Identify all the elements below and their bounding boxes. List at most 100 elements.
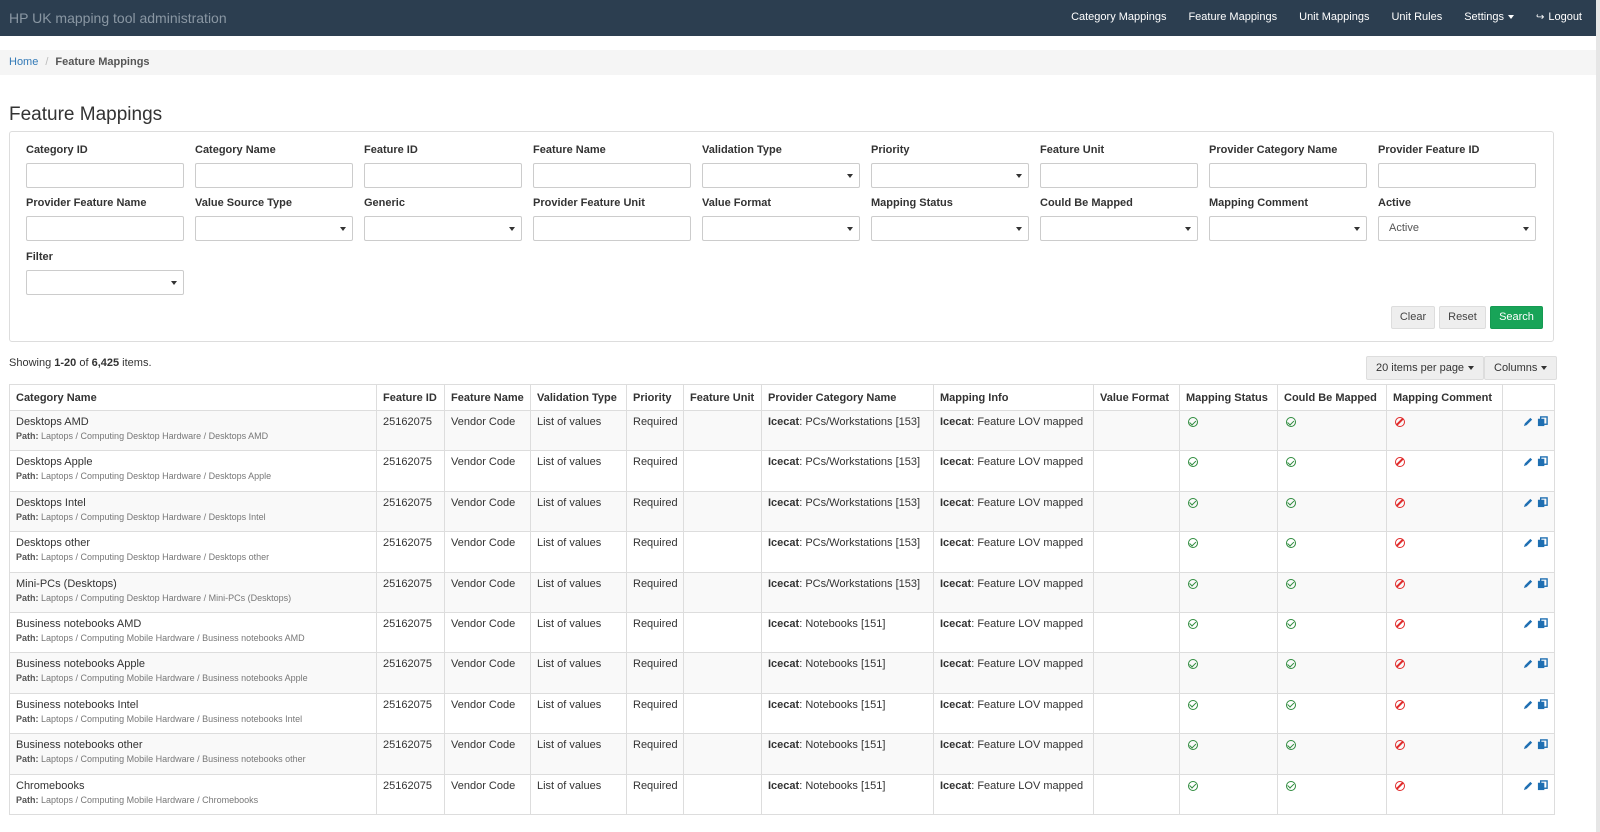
filter-mapping-status-select[interactable]	[871, 216, 1029, 241]
column-header-priority[interactable]: Priority	[626, 384, 684, 411]
filter-feature-unit-input[interactable]	[1040, 163, 1198, 188]
copy-icon[interactable]	[1537, 779, 1548, 794]
copy-icon[interactable]	[1537, 739, 1548, 753]
edit-icon[interactable]	[1523, 618, 1534, 632]
copy-icon[interactable]	[1537, 698, 1548, 713]
cell-could-be-mapped	[1277, 733, 1387, 775]
edit-icon[interactable]	[1523, 739, 1534, 753]
copy-icon[interactable]	[1537, 456, 1548, 470]
copy-icon[interactable]	[1537, 577, 1548, 592]
edit-icon[interactable]	[1523, 537, 1534, 551]
page-scrollbar[interactable]	[1596, 0, 1600, 832]
table-row[interactable]: Desktops other Path: Laptops / Computing …	[9, 531, 1555, 573]
nav-unit-rules[interactable]: Unit Rules	[1391, 11, 1443, 23]
filter-provider-feature-name-input[interactable]	[26, 216, 184, 241]
columns-dropdown[interactable]: Columns	[1484, 356, 1558, 380]
copy-icon[interactable]	[1537, 537, 1548, 551]
filter-provider-category-name-input[interactable]	[1209, 163, 1367, 188]
filter-feature-id-input[interactable]	[364, 163, 522, 188]
filter-provider-feature-id-input[interactable]	[1378, 163, 1536, 188]
edit-icon[interactable]	[1523, 456, 1534, 470]
edit-icon[interactable]	[1523, 578, 1534, 592]
reset-button[interactable]: Reset	[1439, 306, 1486, 329]
column-header-actions[interactable]	[1502, 384, 1555, 411]
nav-unit-mappings[interactable]: Unit Mappings	[1299, 11, 1370, 23]
category-name: Desktops Intel	[16, 496, 86, 509]
filter-active-select[interactable]: Active	[1378, 216, 1536, 241]
filter-value-format-select[interactable]	[702, 216, 860, 241]
column-header-provider-category-name[interactable]: Provider Category Name	[761, 384, 934, 411]
filter-feature-name: Feature Name	[533, 144, 691, 188]
column-header-value-format[interactable]: Value Format	[1093, 384, 1180, 411]
table-row[interactable]: Mini-PCs (Desktops) Path: Laptops / Compu…	[9, 571, 1555, 613]
column-header-feature-name[interactable]: Feature Name	[444, 384, 531, 411]
column-header-mapping-comment[interactable]: Mapping Comment	[1386, 384, 1503, 411]
edit-icon[interactable]	[1523, 780, 1534, 794]
provider-label: Icecat	[940, 577, 972, 590]
column-header-could-be-mapped[interactable]: Could Be Mapped	[1277, 384, 1387, 411]
filter-feature-name-input[interactable]	[533, 163, 691, 188]
filter-validation-type-select[interactable]	[702, 163, 860, 188]
table-row[interactable]: Business notebooks Apple Path: Laptops / …	[9, 652, 1555, 694]
copy-icon[interactable]	[1537, 416, 1548, 430]
filter-value-source-type-select[interactable]	[195, 216, 353, 241]
provider-category-value: PCs/Workstations [153]	[805, 537, 921, 550]
cell-actions	[1502, 409, 1555, 452]
column-header-feature-id[interactable]: Feature ID	[376, 384, 445, 411]
filter-generic-select[interactable]	[364, 216, 522, 241]
nav-feature-mappings[interactable]: Feature Mappings	[1188, 11, 1278, 23]
nav-category-mappings[interactable]: Category Mappings	[1071, 11, 1167, 23]
path-value: Laptops / Computing Desktop Hardware / D…	[41, 471, 272, 482]
copy-icon[interactable]	[1537, 618, 1548, 632]
ban-icon	[1395, 497, 1405, 508]
cell-feature-id: 25162075	[376, 692, 445, 735]
cell-category: Business notebooks other Path: Laptops / …	[9, 733, 377, 775]
cell-mapping-info: Icecat: Feature LOV mapped	[933, 652, 1094, 694]
column-header-mapping-info[interactable]: Mapping Info	[933, 384, 1094, 411]
app-title[interactable]: HP UK mapping tool administration	[9, 10, 227, 26]
cell-category: Chromebooks Path: Laptops / Computing Mob…	[9, 773, 377, 815]
column-header-mapping-status[interactable]: Mapping Status	[1179, 384, 1278, 411]
breadcrumb-home[interactable]: Home	[9, 56, 39, 68]
filter-could-be-mapped-select[interactable]	[1040, 216, 1198, 241]
cell-feature-id: 25162075	[376, 571, 445, 613]
search-button[interactable]: Search	[1490, 306, 1543, 329]
edit-icon[interactable]	[1523, 699, 1534, 713]
table-row[interactable]: Desktops AMD Path: Laptops / Computing De…	[9, 409, 1555, 452]
filter-mapping-comment-select[interactable]	[1209, 216, 1367, 241]
copy-icon[interactable]	[1537, 658, 1548, 672]
provider-label: Icecat	[768, 537, 800, 550]
ban-icon	[1395, 780, 1405, 791]
clear-button[interactable]: Clear	[1391, 306, 1435, 329]
table-row[interactable]: Business notebooks Intel Path: Laptops / …	[9, 692, 1555, 735]
cell-validation-type: List of values	[530, 692, 627, 735]
copy-icon[interactable]	[1537, 497, 1548, 511]
nav-logout[interactable]: ↪ Logout	[1536, 11, 1582, 23]
table-row[interactable]: Desktops Intel Path: Laptops / Computing …	[9, 490, 1555, 533]
column-header-feature-unit[interactable]: Feature Unit	[683, 384, 762, 411]
ban-icon	[1395, 578, 1405, 589]
cell-mapping-status	[1179, 652, 1278, 694]
filter-provider-feature-unit-input[interactable]	[533, 216, 691, 241]
cell-validation-type: List of values	[530, 531, 627, 573]
cell-mapping-status	[1179, 450, 1278, 492]
nav-settings[interactable]: Settings	[1464, 11, 1514, 23]
table-row[interactable]: Business notebooks AMD Path: Laptops / Co…	[9, 611, 1555, 654]
filter-category-id-input[interactable]	[26, 163, 184, 188]
edit-icon[interactable]	[1523, 658, 1534, 672]
edit-icon[interactable]	[1523, 497, 1534, 511]
table-row[interactable]: Chromebooks Path: Laptops / Computing Mob…	[9, 773, 1555, 815]
table-row[interactable]: Desktops Apple Path: Laptops / Computing …	[9, 450, 1555, 492]
column-header-category-name[interactable]: Category Name	[9, 384, 377, 411]
category-name: Business notebooks Apple	[16, 658, 146, 671]
column-header-validation-type[interactable]: Validation Type	[530, 384, 627, 411]
filter-category-name-input[interactable]	[195, 163, 353, 188]
edit-icon[interactable]	[1523, 416, 1534, 430]
cell-provider-category: Icecat: PCs/Workstations [153]	[761, 531, 934, 573]
filter-provider-feature-unit: Provider Feature Unit	[533, 197, 691, 241]
table-row[interactable]: Business notebooks other Path: Laptops / …	[9, 733, 1555, 775]
filter-filter-select[interactable]	[26, 270, 184, 295]
items-per-page-dropdown[interactable]: 20 items per page	[1366, 356, 1485, 380]
cell-mapping-status	[1179, 692, 1278, 735]
filter-priority-select[interactable]	[871, 163, 1029, 188]
